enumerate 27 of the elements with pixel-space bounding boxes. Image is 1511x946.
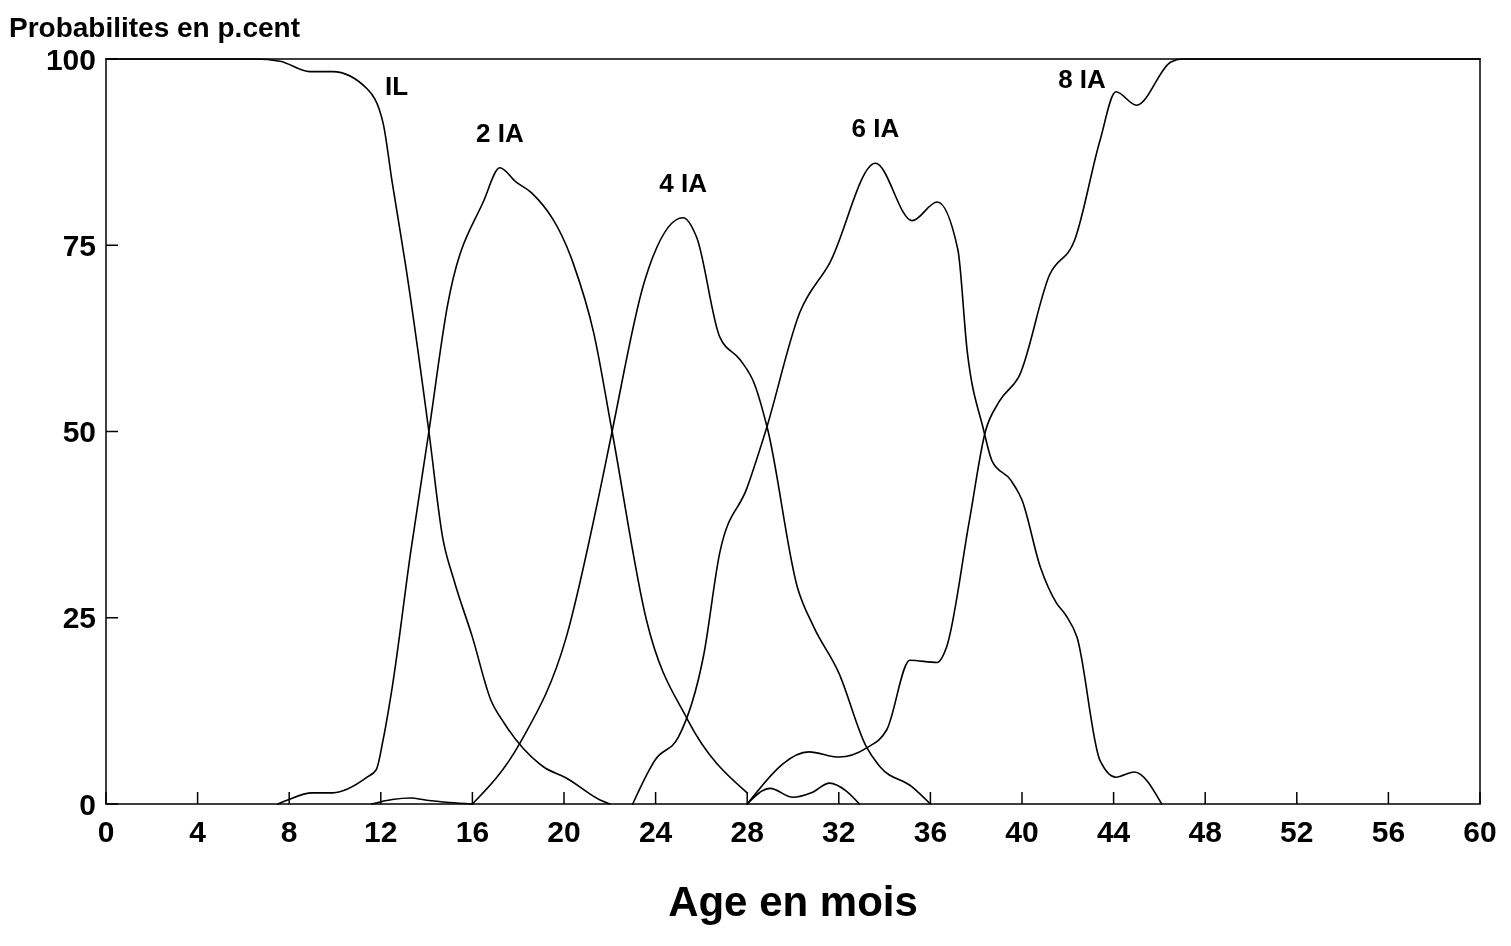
series-label: 4 IA [659,167,708,198]
y-tick-label: 0 [79,787,96,821]
series-label: 6 IA [851,113,900,144]
y-tick-label: 100 [45,42,96,76]
series-label: IL [385,70,409,101]
x-tick-label: 40 [1005,815,1039,848]
x-tick-label: 24 [638,815,673,848]
x-axis-title: Age en mois [668,878,918,925]
y-axis-title: Probabilites en p.cent [9,12,300,43]
y-tick-label: 75 [62,228,96,262]
x-tick-label: 48 [1188,815,1222,848]
x-tick-label: 44 [1096,815,1131,848]
x-tick-label: 52 [1280,815,1314,848]
series-label: 8 IA [1058,63,1107,94]
x-tick-label: 12 [364,815,398,848]
x-tick-label: 60 [1463,815,1497,848]
y-tick-label: 50 [62,415,96,448]
x-tick-label: 32 [822,815,856,848]
x-tick-label: 36 [913,815,948,848]
series-label: 2 IA [476,117,524,148]
x-tick-label: 56 [1371,815,1406,848]
x-tick-label: 8 [280,815,298,848]
x-tick-label: 28 [730,815,764,848]
y-tick-label: 25 [62,601,96,635]
x-tick-label: 16 [455,815,490,848]
x-tick-label: 20 [547,815,581,848]
x-tick-label: 4 [189,815,207,848]
